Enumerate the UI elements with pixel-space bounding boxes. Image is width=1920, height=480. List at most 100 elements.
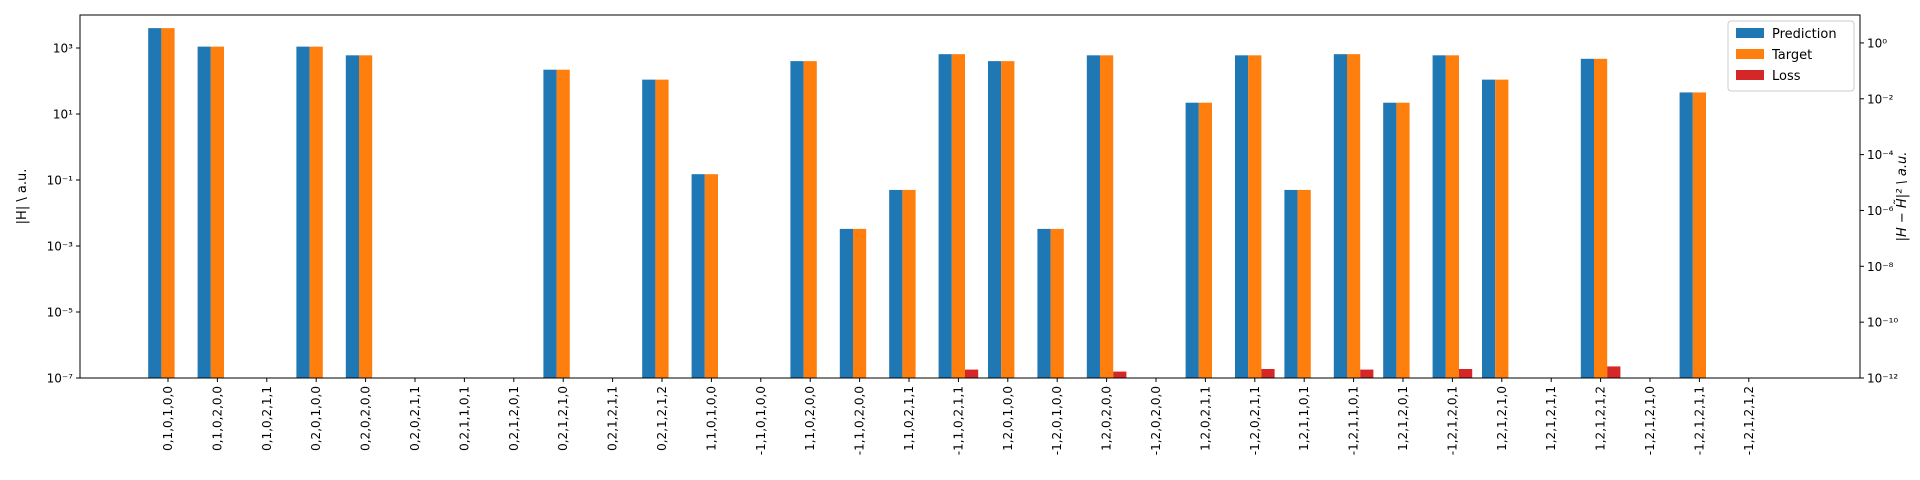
bar-target-17	[1001, 61, 1015, 378]
y-tick-label-left: 10⁻¹	[47, 174, 74, 188]
bars-layer	[148, 28, 1706, 379]
x-tick-label: 1,2,0,1,0,0	[1001, 386, 1015, 451]
bar-target-24	[1347, 54, 1361, 379]
x-tick-label: -1,2,0,2,1,1	[1248, 386, 1262, 455]
bar-prediction-11	[691, 174, 705, 378]
x-tick-label: 1,2,1,2,0,1	[1396, 386, 1410, 451]
bar-prediction-10	[642, 79, 656, 378]
x-tick-label: -1,2,0,2,0,0	[1149, 386, 1163, 455]
x-tick-label: -1,2,1,2,1,2	[1742, 386, 1756, 455]
bar-loss-22	[1261, 369, 1275, 378]
bar-prediction-18	[1037, 228, 1051, 378]
x-tick-label: 1,2,1,2,1,1	[1544, 386, 1558, 451]
bar-target-27	[1495, 79, 1509, 378]
bar-prediction-14	[839, 228, 853, 378]
x-tick-label: 0,2,1,1,0,1	[457, 386, 471, 451]
legend-label-loss: Loss	[1772, 69, 1801, 84]
bar-target-15	[902, 189, 916, 378]
x-tick-label: 1,2,1,2,1,0	[1495, 386, 1509, 451]
bar-target-23	[1297, 189, 1311, 378]
bar-target-1	[210, 46, 224, 378]
legend-label-target: Target	[1771, 48, 1812, 63]
x-tick-label: 0,2,1,2,1,2	[655, 386, 669, 451]
x-tick-label: -1,1,0,1,0,0	[754, 386, 768, 455]
bar-prediction-21	[1185, 102, 1199, 378]
bar-prediction-23	[1284, 189, 1298, 378]
x-tick-label: -1,2,1,1,0,1	[1347, 386, 1361, 455]
y-axis-label-right: |H − H̃|² \ a.u.	[1895, 152, 1910, 242]
y-tick-label-right: 10⁻²	[1867, 92, 1894, 106]
bar-prediction-15	[889, 189, 903, 378]
bar-target-21	[1198, 102, 1212, 378]
x-tick-label: -1,1,0,2,1,1	[951, 386, 965, 455]
x-tick-label: 0,2,0,2,1,1	[408, 386, 422, 451]
x-tick-label: 0,1,0,2,0,0	[210, 386, 224, 451]
x-tick-label: -1,2,1,2,1,0	[1643, 386, 1657, 455]
x-tick-label: 0,2,0,1,0,0	[309, 386, 323, 451]
plot-frame	[79, 14, 1861, 379]
y-tick-label-left: 10⁻⁷	[47, 372, 74, 386]
x-tick-label: 1,2,1,2,1,2	[1594, 386, 1608, 451]
legend-swatch-loss	[1736, 70, 1764, 80]
x-tick-label: 0,2,0,2,0,0	[359, 386, 373, 451]
x-tick-label: 1,2,0,2,0,0	[1100, 386, 1114, 451]
y-tick-label-left: 10³	[53, 42, 73, 56]
y-tick-label-right: 10⁻⁸	[1867, 260, 1894, 274]
bar-target-29	[1594, 58, 1608, 378]
x-tick-label: -1,2,1,2,1,1	[1692, 386, 1706, 455]
bar-prediction-0	[148, 28, 162, 378]
x-tick-label: 1,2,1,1,0,1	[1297, 386, 1311, 451]
bar-prediction-13	[790, 61, 804, 378]
bar-target-31	[1692, 92, 1706, 378]
ticks-layer: 0,1,0,1,0,0 0,1,0,2,0,0 0,1,0,2,1,1 0,2,0,1…	[47, 36, 1899, 455]
bar-target-16	[951, 54, 965, 379]
bar-prediction-1	[197, 46, 211, 378]
bar-target-25	[1396, 102, 1410, 378]
bar-prediction-29	[1580, 58, 1594, 378]
x-tick-label: 0,2,1,2,0,1	[507, 386, 521, 451]
bar-target-18	[1050, 228, 1064, 378]
x-tick-label: -1,2,0,1,0,0	[1050, 386, 1064, 455]
bar-target-4	[359, 55, 373, 378]
bar-prediction-8	[543, 69, 557, 378]
y-tick-label-right: 10⁻¹⁰	[1867, 316, 1898, 330]
y-tick-label-left: 10⁻⁵	[47, 306, 74, 320]
bar-loss-26	[1459, 369, 1473, 378]
bar-prediction-26	[1432, 55, 1446, 378]
bar-target-19	[1100, 55, 1114, 378]
y-tick-label-right: 10⁻¹²	[1867, 372, 1898, 386]
y-tick-label-left: 10¹	[53, 108, 73, 122]
x-tick-label: 0,1,0,2,1,1	[260, 386, 274, 451]
y-tick-label-right: 10⁰	[1867, 36, 1887, 50]
bar-prediction-24	[1333, 54, 1347, 379]
bar-loss-29	[1607, 366, 1621, 378]
bar-target-26	[1445, 55, 1459, 378]
bar-prediction-19	[1086, 55, 1100, 378]
x-tick-label: 1,2,0,2,1,1	[1198, 386, 1212, 451]
legend-swatch-target	[1736, 49, 1764, 59]
y-tick-label-right: 10⁻⁴	[1867, 148, 1894, 162]
bar-prediction-22	[1235, 55, 1249, 378]
bar-prediction-27	[1482, 79, 1496, 378]
y-tick-label-left: 10⁻³	[47, 240, 74, 254]
x-tick-label: 1,1,0,1,0,0	[704, 386, 718, 451]
bar-prediction-3	[296, 46, 310, 378]
bar-target-11	[704, 174, 718, 378]
bar-loss-19	[1113, 371, 1127, 378]
x-tick-label: 0,2,1,2,1,1	[606, 386, 620, 451]
bar-target-22	[1248, 55, 1262, 378]
bar-prediction-17	[988, 61, 1002, 378]
bar-target-3	[309, 46, 323, 378]
legend-label-prediction: Prediction	[1772, 27, 1837, 42]
bar-loss-16	[965, 369, 979, 378]
x-tick-label: -1,2,1,2,0,1	[1445, 386, 1459, 455]
x-tick-label: 1,1,0,2,0,0	[803, 386, 817, 451]
legend-swatch-prediction	[1736, 28, 1764, 38]
y-axis-label-left: |H| \ a.u.	[15, 169, 30, 225]
bar-loss-24	[1360, 369, 1374, 378]
bar-target-8	[556, 69, 570, 378]
x-tick-label: 0,2,1,2,1,0	[556, 386, 570, 451]
bar-prediction-4	[345, 55, 359, 378]
y-tick-label-right: 10⁻⁶	[1867, 204, 1894, 218]
